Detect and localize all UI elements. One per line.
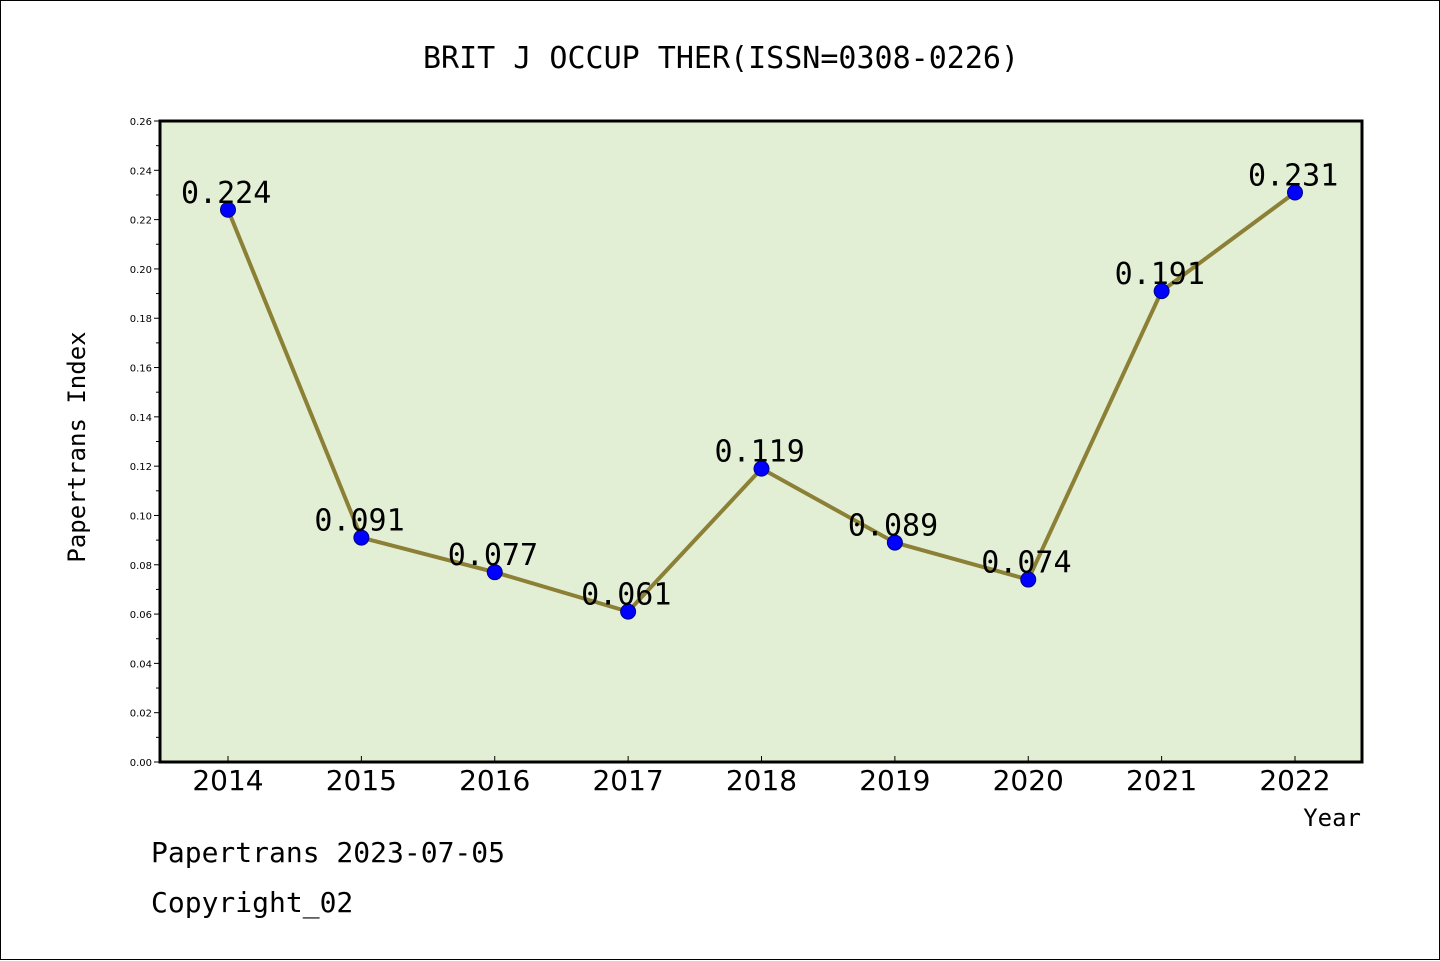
data-labels: 0.224 0.091 0.077 0.061 0.119 0.089 0.074 0.191… <box>181 158 1338 612</box>
y-axis-label: Papertrans Index <box>63 331 91 562</box>
x-tick-label: 2017 <box>592 764 663 797</box>
x-tick-label: 2021 <box>1126 764 1197 797</box>
x-tick-label: 2022 <box>1259 764 1330 797</box>
data-label-2018: 0.119 <box>715 435 805 470</box>
data-label-2015: 0.091 <box>314 504 404 539</box>
y-tick-label: 0.04 <box>130 659 152 670</box>
data-point-2020 <box>1020 571 1037 588</box>
x-tick-label: 2018 <box>726 764 797 797</box>
y-tick-label: 0.00 <box>130 758 152 769</box>
y-tick-label: 0.02 <box>130 709 152 720</box>
chart-title: BRIT J OCCUP THER(ISSN=0308-0226) <box>423 41 1019 76</box>
data-point-2014 <box>220 201 236 218</box>
plot-area <box>158 119 1364 764</box>
x-tick-label: 2019 <box>859 764 930 797</box>
y-tick-label: 0.10 <box>130 511 152 522</box>
y-tick-label: 0.20 <box>130 265 152 276</box>
footer-date-line: Papertrans 2023-07-05 <box>151 836 506 869</box>
data-point-2022 <box>1287 184 1303 201</box>
y-axis: 0.00 0.02 0.04 0.06 0.08 0.10 0.12 0.14 0.16 0.18… <box>130 117 160 769</box>
y-tick-label: 0.14 <box>130 413 152 424</box>
x-tick-label: 2020 <box>993 764 1064 797</box>
data-point-2015 <box>353 529 370 546</box>
data-point-2016 <box>486 564 503 581</box>
data-point-2018 <box>753 460 770 477</box>
y-tick-label: 0.08 <box>130 561 152 572</box>
data-label-2019: 0.089 <box>848 509 938 544</box>
series-revenue <box>220 184 1303 620</box>
y-tick-label: 0.18 <box>130 314 152 325</box>
data-label-2021: 0.191 <box>1115 257 1205 292</box>
data-label-2017: 0.061 <box>581 578 671 613</box>
data-label-2016: 0.077 <box>448 538 538 573</box>
y-tick-label: 0.12 <box>130 462 152 473</box>
y-tick-label: 0.16 <box>130 364 152 375</box>
y-tick-label: 0.26 <box>130 117 152 128</box>
data-label-2020: 0.074 <box>981 546 1071 581</box>
x-tick-label: 2015 <box>326 764 397 797</box>
y-tick-label: 0.24 <box>130 166 152 177</box>
x-tick-label: 2014 <box>192 764 263 797</box>
y-tick-label: 0.06 <box>130 610 152 621</box>
data-point-2017 <box>620 603 637 620</box>
x-axis: 2014 2015 2016 2017 2018 2019 2020 2021 2022 <box>192 756 1331 797</box>
data-point-2021 <box>1153 283 1170 300</box>
x-axis-label: Year <box>1303 804 1361 832</box>
x-tick-label: 2016 <box>459 764 530 797</box>
data-label-2022: 0.231 <box>1248 158 1338 193</box>
data-label-2014: 0.224 <box>181 176 271 211</box>
data-point-2019 <box>886 534 903 551</box>
footer-copyright-line: Copyright_02 <box>151 886 354 919</box>
y-tick-label: 0.22 <box>130 216 152 227</box>
